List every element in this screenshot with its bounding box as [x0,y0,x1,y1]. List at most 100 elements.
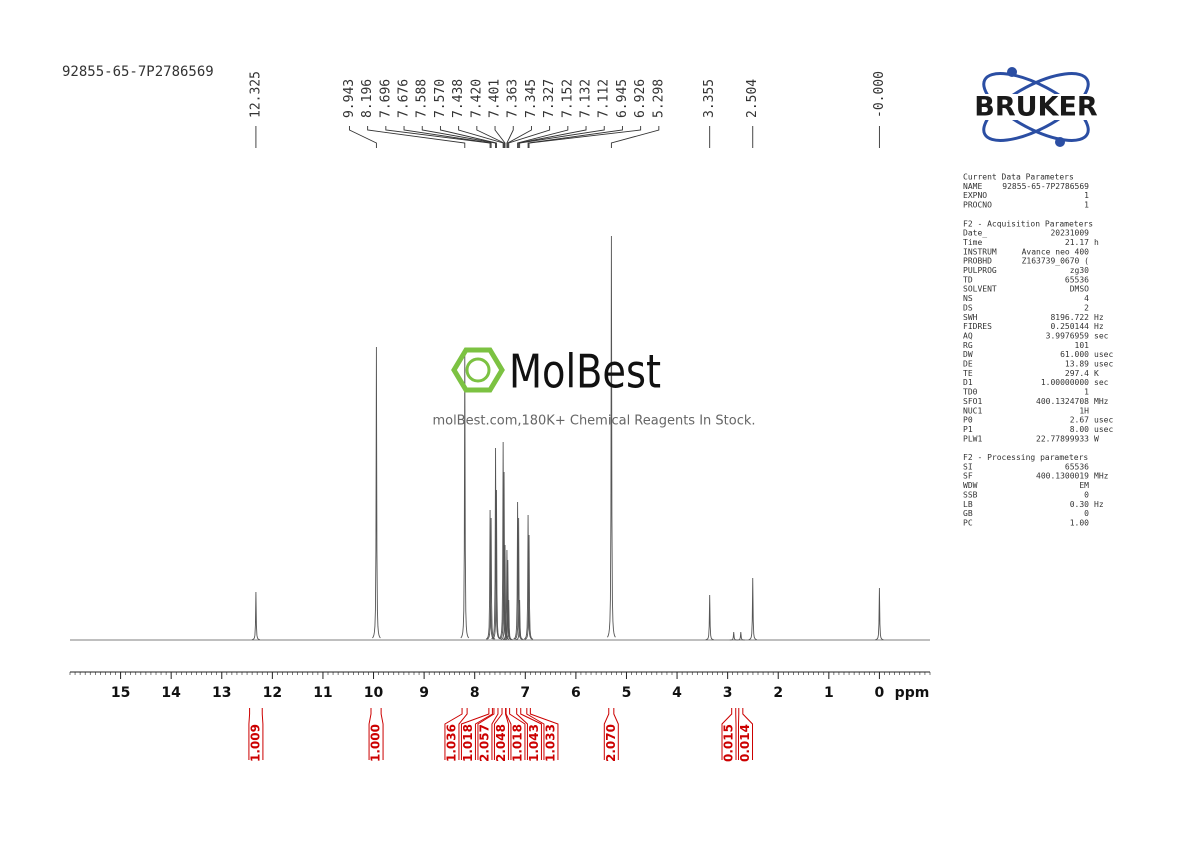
peak-label: 8.196 [360,79,375,118]
peak-label: 5.298 [651,79,666,118]
parameter-name: INSTRUM [963,247,997,256]
parameter-value: 400.1300019 [1036,472,1089,481]
parameter-name: NS [963,294,973,303]
parameter-name: LB [963,500,973,509]
parameter-value: 4 [1084,294,1089,303]
parameter-section-title: F2 - Processing parameters [963,453,1088,462]
peak-label: 7.132 [579,79,594,118]
integral-label: 1.036 [444,724,458,762]
peak-label: 7.438 [451,79,466,118]
parameter-value: zg30 [1070,266,1089,275]
parameter-value: Avance neo 400 [1022,247,1090,256]
parameter-value: 400.1324708 [1036,397,1089,406]
parameter-value: 1H [1079,406,1089,415]
x-tick-label: 4 [672,685,682,701]
x-tick-label: 5 [622,685,632,701]
x-tick-label: 14 [161,685,181,701]
parameter-value: 101 [1075,341,1090,350]
x-tick-label: 1 [824,685,834,701]
integral-label: 1.000 [369,724,383,762]
parameter-name: P0 [963,416,973,425]
parameter-value: 1.00000000 [1041,378,1089,387]
peak [607,236,615,637]
peak-label: 6.926 [633,79,648,118]
peak-label-leader [349,126,376,148]
parameter-name: SI [963,462,973,471]
integral-label: 1.043 [527,724,541,762]
parameter-name: PLW1 [963,434,982,443]
logo-text: BRUKER [974,92,1098,123]
peak-label: 7.327 [542,79,557,118]
parameter-name: RG [963,341,973,350]
parameter-name: PROCNO [963,201,992,210]
peak-label: 7.363 [506,79,521,118]
x-tick-label: 15 [111,685,130,701]
peak [737,632,745,640]
parameter-name: SOLVENT [963,285,997,294]
parameter-name: D1 [963,378,973,387]
parameter-value: 21.17 [1065,238,1089,247]
x-tick-label: 8 [470,685,480,701]
peak-label: 7.152 [560,79,575,118]
x-axis-label: ppm [895,685,930,701]
parameter-name: SF [963,472,973,481]
parameter-value: DMSO [1070,285,1089,294]
peak [706,595,714,640]
integral-label: 0.014 [738,724,752,762]
peak-label: -0.000 [872,71,887,118]
logo-dot [1055,137,1065,147]
sample-title: 92855-65-7P2786569 [62,64,214,80]
integral-label: 1.009 [248,724,262,762]
parameter-value: 0 [1084,509,1089,518]
parameter-value: 0.250144 [1050,322,1089,331]
parameter-name: SFO1 [963,397,982,406]
parameter-value: 3.9976959 [1046,331,1090,340]
peak [461,350,469,638]
x-tick-label: 6 [571,685,581,701]
integral-label: 0.015 [722,724,736,762]
parameter-name: FIDRES [963,322,992,331]
integral-label: 2.057 [477,724,491,762]
parameter-section-title: F2 - Acquisition Parameters [963,219,1093,228]
integral-label: 1.018 [510,724,524,762]
parameter-value: 65536 [1065,275,1089,284]
peak-label: 9.943 [342,79,357,118]
parameter-value: 297.4 [1065,369,1089,378]
parameter-value: 65536 [1065,462,1089,471]
parameter-name: SWH [963,313,978,322]
parameter-unit: W [1094,434,1099,443]
parameter-unit: MHz [1094,397,1109,406]
x-tick-label: 12 [263,685,282,701]
watermark-tagline: molBest.com,180K+ Chemical Reagents In S… [432,414,755,429]
parameter-value: 1.00 [1070,518,1089,527]
parameter-value: 2.67 [1070,416,1089,425]
parameter-name: PC [963,518,973,527]
parameter-name: GB [963,509,973,518]
peak [372,347,380,638]
parameter-unit: h [1094,238,1099,247]
peak-label: 7.401 [488,79,503,118]
parameter-value: 1 [1084,388,1089,397]
parameter-unit: sec [1094,331,1109,340]
logo-dot [1007,67,1017,77]
parameter-value: 20231009 [1050,229,1089,238]
peak-label: 7.345 [524,79,539,118]
parameter-unit: Hz [1094,500,1104,509]
parameter-unit: usec [1094,416,1113,425]
parameter-name: NUC1 [963,406,982,415]
peak-label: 7.588 [415,79,430,118]
parameter-name: SSB [963,490,978,499]
integral-label: 1.018 [461,724,475,762]
parameter-name: NAME [963,182,982,191]
parameter-name: PULPROG [963,266,997,275]
parameter-unit: usec [1094,350,1113,359]
peak-label-leader [529,126,641,148]
x-tick-label: 2 [773,685,783,701]
parameter-unit: Hz [1094,322,1104,331]
peak-label: 2.504 [745,79,760,118]
parameter-value: 13.89 [1065,360,1089,369]
parameter-unit: Hz [1094,313,1104,322]
parameter-unit: K [1094,369,1099,378]
